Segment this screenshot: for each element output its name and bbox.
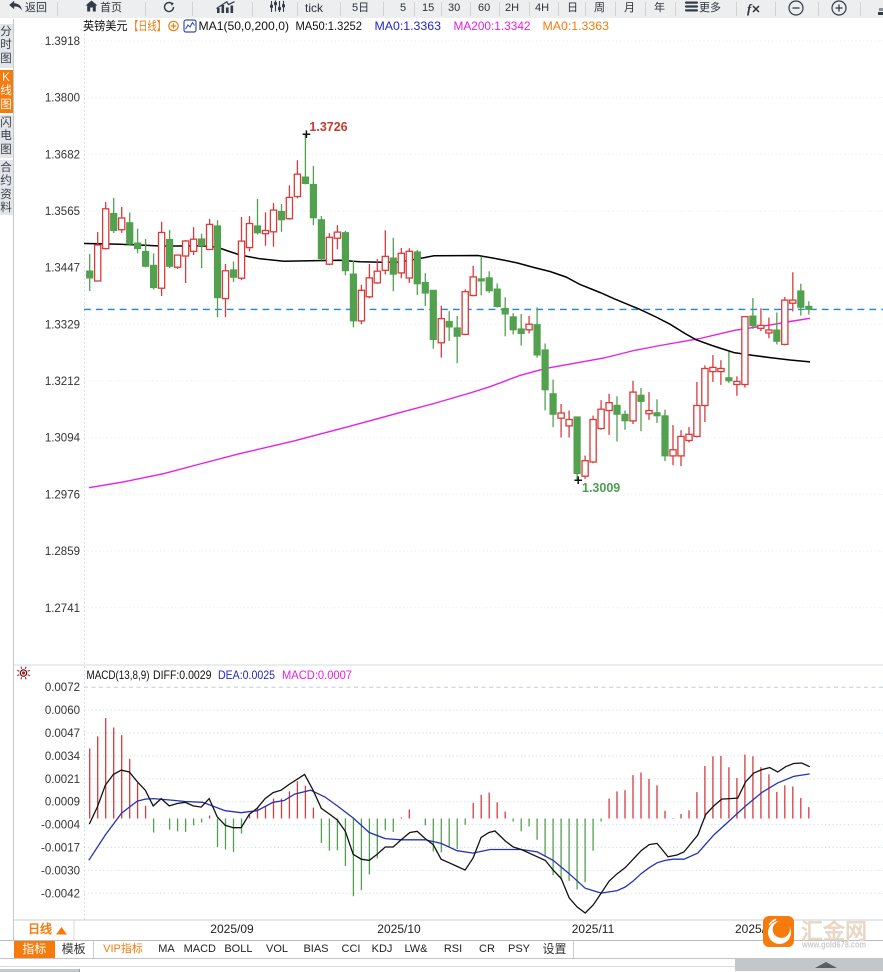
svg-text:0.0072: 0.0072 [45,682,80,694]
svg-text:MA0:1.3363: MA0:1.3363 [375,19,442,33]
svg-text:英镑美元: 英镑美元 [83,18,128,33]
svg-text:DIFF:0.0029: DIFF:0.0029 [153,668,212,682]
svg-text:1.3329: 1.3329 [45,319,80,331]
svg-text:汇金网: 汇金网 [801,919,867,944]
svg-text:2025/1: 2025/1 [735,922,772,936]
svg-text:2025/09: 2025/09 [210,922,254,936]
svg-text:0.0009: 0.0009 [45,797,80,809]
svg-text:MA0:1.3363: MA0:1.3363 [543,19,610,33]
svg-text:MA1(50,0,200,0): MA1(50,0,200,0) [199,19,290,33]
svg-text:0.0060: 0.0060 [45,705,80,717]
svg-text:MA200:1.3342: MA200:1.3342 [454,19,531,33]
svg-text:1.3094: 1.3094 [45,433,81,445]
svg-text:1.2976: 1.2976 [45,489,80,501]
svg-text:MACD(13,8,9): MACD(13,8,9) [87,668,150,682]
svg-text:www.gold678.com: www.gold678.com [801,940,866,950]
svg-text:0.0021: 0.0021 [45,774,80,786]
svg-text:2025/10: 2025/10 [377,922,421,936]
svg-text:DEA:0.0025: DEA:0.0025 [218,668,275,682]
svg-text:MA50:1.3252: MA50:1.3252 [296,19,363,33]
svg-text:1.2859: 1.2859 [45,546,80,558]
svg-text:日线: 日线 [28,921,52,936]
svg-text:1.3212: 1.3212 [45,376,80,388]
svg-text:1.2741: 1.2741 [45,603,80,615]
svg-text:0.0047: 0.0047 [45,728,80,740]
svg-text:0.0034: 0.0034 [45,751,81,763]
svg-text:MACD:0.0007: MACD:0.0007 [282,668,352,682]
svg-text:1.3565: 1.3565 [45,206,80,218]
svg-text:1.3447: 1.3447 [45,263,80,275]
svg-text:【日线】: 【日线】 [129,19,166,33]
svg-text:1.3009: 1.3009 [582,481,620,495]
svg-text:1.3726: 1.3726 [309,120,347,134]
svg-text:1.3682: 1.3682 [45,149,80,161]
svg-text:-0.0004: -0.0004 [41,820,81,832]
svg-text:-0.0030: -0.0030 [41,865,80,877]
svg-text:1.3918: 1.3918 [45,36,80,48]
svg-text:1.3800: 1.3800 [45,93,80,105]
svg-text:-0.0017: -0.0017 [41,843,80,855]
svg-text:-0.0042: -0.0042 [41,888,80,900]
svg-text:2025/11: 2025/11 [572,922,615,936]
